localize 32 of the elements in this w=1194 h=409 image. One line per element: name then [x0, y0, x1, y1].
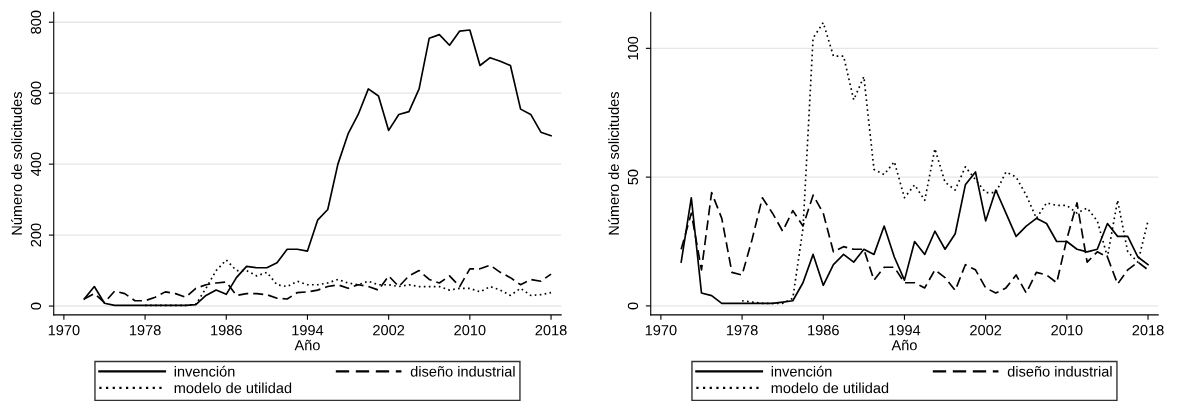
x-tick-label: 2010 — [454, 325, 486, 336]
x-tick-label: 1986 — [808, 325, 839, 336]
legend-label: diseño industrial — [410, 365, 515, 377]
y-tick-label: 600 — [30, 81, 42, 105]
x-tick-label: 2002 — [970, 325, 1002, 336]
x-tick-label: 2010 — [1051, 325, 1083, 336]
y-axis-title: Número de solicitudes — [11, 91, 22, 235]
x-tick-label: 1994 — [889, 325, 921, 336]
x-tick-label: 1970 — [48, 325, 80, 336]
x-tick-label: 1994 — [292, 325, 324, 336]
x-tick-label: 2018 — [535, 325, 567, 336]
legend-label: diseño industrial — [1007, 365, 1112, 377]
x-tick-label: 1970 — [645, 325, 677, 336]
legend-label: modelo de utilidad — [771, 382, 889, 394]
x-tick-label: 2018 — [1132, 325, 1164, 336]
y-tick-label: 0 — [627, 302, 639, 310]
y-tick-label: 200 — [30, 223, 42, 247]
x-tick-label: 1978 — [726, 325, 758, 336]
y-tick-label: 800 — [30, 10, 42, 34]
x-tick-label: 1978 — [129, 325, 161, 336]
y-tick-label: 50 — [627, 169, 639, 185]
legend-label: invención — [174, 365, 235, 377]
x-axis-title: Año — [294, 339, 320, 351]
y-tick-label: 0 — [30, 302, 42, 310]
y-tick-label: 400 — [30, 152, 42, 176]
y-tick-label: 100 — [627, 36, 639, 60]
y-axis-title: Número de solicitudes — [608, 91, 619, 235]
x-axis-title: Año — [891, 339, 917, 351]
legend-label: modelo de utilidad — [174, 382, 292, 394]
legend-label: invención — [771, 365, 832, 377]
x-tick-label: 1986 — [211, 325, 242, 336]
x-tick-label: 2002 — [373, 325, 405, 336]
